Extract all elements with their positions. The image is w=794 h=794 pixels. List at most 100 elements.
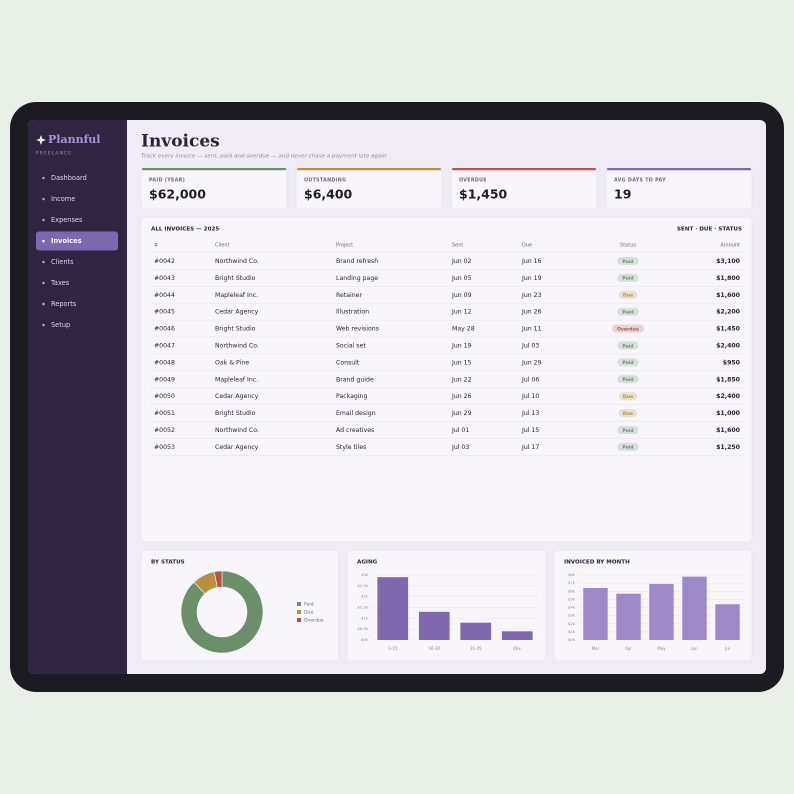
nav-item[interactable]: Invoices <box>36 231 118 251</box>
table-cell: Mapleleaf Inc. <box>215 376 258 383</box>
legend-swatch <box>297 610 301 614</box>
donut-slice <box>213 570 223 588</box>
table-cell: #0050 <box>154 393 175 400</box>
status-label: Due <box>623 411 633 417</box>
nav-item[interactable]: Clients <box>42 258 74 266</box>
invoice-table: # Client Project Sent Due Status Amount #0042 No… <box>150 243 744 456</box>
table-cell: Jun 29 <box>451 410 472 417</box>
x-tick-label: May <box>657 646 666 651</box>
x-tick-label: Apr <box>625 646 632 651</box>
y-tick-label: $4k <box>568 605 576 610</box>
table-cell: Northwind Co. <box>215 258 259 265</box>
table-cell: #0051 <box>154 410 175 417</box>
table-cell: Jun 11 <box>521 326 542 333</box>
status-badge <box>617 426 639 434</box>
nav-dot <box>42 302 45 306</box>
table-cell: Email design <box>336 410 376 417</box>
table-cell: Jun 16 <box>521 258 542 265</box>
status-label: Paid <box>622 445 633 451</box>
charts: BY STATUS Paid Due Overdue AGING $0k $0.5k $1k $… <box>151 560 744 654</box>
kpi-label: AVG DAYS TO PAY <box>614 178 666 184</box>
bar <box>649 583 674 640</box>
nav-item[interactable]: Income <box>42 195 75 203</box>
status-label: Paid <box>622 377 633 383</box>
status-badge <box>618 409 638 418</box>
kpi-accent <box>297 168 441 171</box>
table-cell: $1,450 <box>716 326 741 333</box>
nav-label: Dashboard <box>51 174 87 182</box>
table-cell: Consult <box>336 359 360 366</box>
kpi-accent <box>607 168 751 171</box>
nav-dot <box>42 218 45 222</box>
kpi-value: $62,000 <box>149 187 206 202</box>
table-cell: #0053 <box>154 444 175 451</box>
table-cell: $1,600 <box>716 292 741 299</box>
nav-label: Clients <box>51 258 74 266</box>
column-header: Client <box>215 243 230 249</box>
column-header: Status <box>620 243 636 249</box>
table-cell: Jun 26 <box>451 393 472 400</box>
status-badge <box>617 257 639 265</box>
table-cell: #0052 <box>154 427 175 434</box>
table-cell: Jun 19 <box>451 343 472 350</box>
table-cell: Jul 03 <box>521 343 539 350</box>
legend-swatch <box>297 602 301 606</box>
bar <box>682 576 707 640</box>
table-cell: #0049 <box>154 376 175 383</box>
table-cell: #0043 <box>154 275 175 282</box>
table-cell: #0048 <box>154 359 175 366</box>
table-cell: Web revisions <box>336 326 379 333</box>
x-tick-label: 16-30 <box>428 646 440 651</box>
table-cell: Retainer <box>336 292 362 299</box>
status-label: Paid <box>622 276 633 282</box>
legend-label: Overdue <box>304 618 324 624</box>
table-legend: SENT · DUE · STATUS <box>677 227 742 233</box>
chart-title: INVOICED BY MONTH <box>564 560 630 566</box>
table-cell: Oak & Pine <box>215 359 249 366</box>
table-cell: $1,850 <box>716 376 741 383</box>
table-cell: $1,000 <box>716 410 741 417</box>
table-cell: Landing page <box>336 275 378 282</box>
page-subtitle: Track every invoice — sent, paid and ove… <box>141 154 387 160</box>
nav-item[interactable]: Expenses <box>42 216 83 224</box>
status-badge <box>617 341 639 350</box>
x-tick-label: 0-15 <box>388 646 398 651</box>
table-cell: Jun 23 <box>521 292 542 299</box>
nav-item[interactable]: Dashboard <box>42 174 87 182</box>
y-tick-label: $3k <box>361 572 369 577</box>
nav-item[interactable]: Taxes <box>42 279 70 287</box>
table-cell: Jun 02 <box>451 258 472 265</box>
y-tick-label: $0k <box>568 637 576 642</box>
status-badge <box>617 375 639 384</box>
table-cell: $1,250 <box>716 444 741 451</box>
brand-icon <box>36 135 46 145</box>
bar <box>616 593 641 640</box>
x-tick-label: Jun <box>690 646 698 651</box>
nav-item[interactable]: Setup <box>42 321 70 329</box>
y-tick-label: $1k <box>568 629 576 634</box>
status-badge <box>612 324 644 333</box>
table-cell: Jul 13 <box>521 410 539 417</box>
bar <box>418 611 450 640</box>
status-label: Paid <box>622 310 633 316</box>
kpi-label: OUTSTANDING <box>304 178 346 184</box>
status-badge <box>618 290 638 299</box>
table-cell: $3,100 <box>716 258 741 265</box>
nav-item[interactable]: Reports <box>42 300 77 308</box>
table-title: ALL INVOICES — 2025 <box>151 227 219 233</box>
y-tick-label: $2k <box>361 594 369 599</box>
table-cell: $2,400 <box>716 393 741 400</box>
table-cell: Style tiles <box>336 444 366 451</box>
nav-label: Invoices <box>51 237 82 245</box>
column-header: Due <box>522 243 532 249</box>
table-cell: Jun 26 <box>521 309 542 316</box>
status-label: Due <box>623 394 633 400</box>
table-cell: Northwind Co. <box>215 427 259 434</box>
page-title: Invoices <box>141 132 220 152</box>
nav-dot <box>42 323 45 327</box>
table-cell: Jun 09 <box>451 292 472 299</box>
table-cell: Social set <box>336 343 366 350</box>
nav: Dashboard Income Expenses Invoices Clients Ta… <box>36 174 118 329</box>
table-cell: Jun 29 <box>521 359 542 366</box>
column-header: Project <box>336 243 353 249</box>
